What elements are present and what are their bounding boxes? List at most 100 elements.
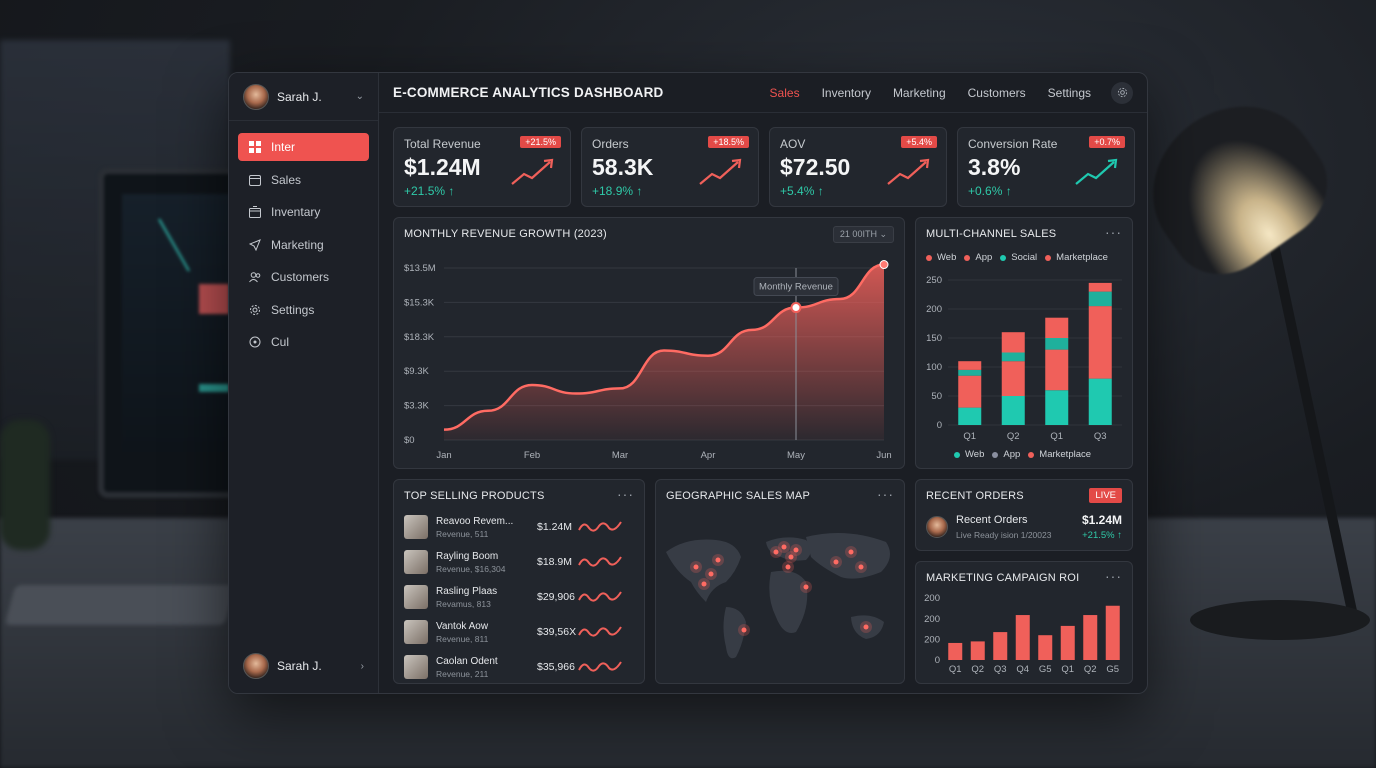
sidebar-item-customers[interactable]: Customers [238,263,369,291]
bar-segment-app [958,361,982,370]
bar-segment-app [1001,332,1025,353]
y-tick-label: $0 [404,435,415,446]
live-badge: LIVE [1089,488,1122,503]
sparkline [578,591,622,602]
bar-segment-marketplace [958,375,982,408]
roi-bar [1083,615,1098,660]
user-menu[interactable]: Sarah J. ⌄ [229,73,378,121]
sidebar-item-label: Inter [271,140,296,154]
dropdown-value: 21 00ITH [839,229,877,239]
tab-bar: Sales Inventory Marketing Customers Sett… [748,81,1133,104]
bar-segment-web [1045,390,1069,425]
product-thumbnail [404,550,428,574]
kpi-card-aov[interactable]: AOV $72.50 +5.4% ↑ +5.4% [769,127,947,207]
sidebar-item-cul[interactable]: Cul [238,328,369,356]
product-value: $35,966 [537,661,575,673]
sidebar-item-label: Sales [271,172,302,187]
bar-segment-web [1088,378,1112,425]
tab-marketing[interactable]: Marketing [892,85,946,100]
kpi-badge: +0.7% [1089,136,1125,148]
bar-segment-social [958,369,982,376]
calendar-icon [248,173,262,187]
product-row[interactable]: Caolan Odent Revenue, 211 $35,966 [404,652,634,682]
bar-segment-marketplace [1001,361,1025,396]
x-tick-label: Jan [436,450,451,461]
product-row[interactable]: Vantok Aow Revenue, 811 $39,56X [404,617,634,647]
roi-bar [1015,615,1030,660]
product-thumbnail [404,620,428,644]
world-map [666,533,890,659]
sales-hotspot [793,547,799,553]
sidebar-item-label: Inventary [271,205,321,219]
roi-bar [948,642,963,660]
sidebar-item-marketing[interactable]: Marketing [238,231,369,259]
chart-legend-bottom: Web App Marketplace [954,449,1091,460]
more-options-icon[interactable]: ··· [877,486,894,502]
kpi-card-conversion-rate[interactable]: Conversion Rate 3.8% +0.6% ↑ +0.7% [957,127,1135,207]
product-row[interactable]: Rayling Boom Revenue, $16,304 $18.9M [404,547,634,577]
kpi-delta: +18.9% ↑ [592,184,643,198]
sidebar-item-sales[interactable]: Sales [238,166,369,194]
product-info: Reavoo Revem... Revenue, 511 [436,516,513,539]
x-tick-label: Q1 [963,431,976,442]
avatar [926,516,948,538]
sidebar-item-inter[interactable]: Inter [238,133,369,161]
tab-inventory[interactable]: Inventory [821,85,871,100]
x-tick-label: Q2 [971,664,984,675]
card-title: GEOGRAPHIC SALES MAP [666,490,810,502]
y-tick-label: $9.3K [404,366,429,377]
more-options-icon[interactable]: ··· [617,486,634,502]
kpi-card-total-revenue[interactable]: Total Revenue $1.24M +21.5% ↑ +21.5% [393,127,571,207]
x-tick-label: Q1 [1061,664,1074,675]
background-lamp-base [1190,600,1370,640]
sales-hotspot [741,627,747,633]
sidebar-item-label: Settings [271,302,315,317]
legend-marketplace: Marketplace [1039,449,1092,460]
sales-hotspot [858,564,864,570]
send-icon [248,238,262,252]
product-thumbnail [404,515,428,539]
product-row[interactable]: Rasling Plaas Revamus, 813 $29,906 [404,582,634,612]
tab-settings[interactable]: Settings [1047,85,1091,100]
order-sub: Live Ready ision 1/20023 [956,530,1052,540]
product-value: $1.24M [537,521,573,533]
more-options-icon[interactable]: ··· [1105,568,1122,584]
x-tick-label: Jun [876,450,891,461]
sidebar-item-inventary[interactable]: Inventary [238,198,369,226]
map-north-america [666,539,741,602]
kpi-value: 58.3K [592,154,654,180]
y-tick-label: 200 [924,635,940,646]
chevron-down-icon: ⌄ [355,91,364,102]
kpi-value: 3.8% [968,154,1021,180]
map-asia [806,533,890,579]
sidebar-item-settings[interactable]: Settings [238,296,369,324]
user-footer[interactable]: Sarah J. › [243,653,364,679]
sales-hotspot [715,557,721,563]
bar-segment-web [958,407,982,425]
settings-gear-button[interactable] [1111,81,1133,104]
product-name: Caolan Odent [436,655,498,667]
roi-bar [1038,635,1053,660]
x-tick-label: Q1 [1050,431,1063,442]
kpi-card-orders[interactable]: Orders 58.3K +18.9% ↑ +18.5% [581,127,759,207]
x-tick-label: May [787,450,805,461]
product-row[interactable]: Reavoo Revem... Revenue, 511 $1.24M [404,512,634,542]
main-content: E-COMMERCE ANALYTICS DASHBOARD Sales Inv… [379,73,1147,693]
tab-sales[interactable]: Sales [769,85,800,100]
tab-customers[interactable]: Customers [967,85,1026,100]
map-card: GEOGRAPHIC SALES MAP ··· [655,479,905,684]
x-tick-label: Q4 [1016,664,1029,675]
avatar [243,653,269,679]
product-name: Reavoo Revem... [436,515,514,527]
kpi-label: Conversion Rate [968,137,1058,151]
user-name: Sarah J. [277,659,322,673]
sales-hotspot [773,549,779,555]
kpi-label: Orders [592,137,629,151]
product-info: Rasling Plaas Revamus, 813 [436,586,497,609]
more-options-icon[interactable]: ··· [1105,224,1122,240]
sales-hotspot [803,584,809,590]
box-icon [248,205,262,219]
period-dropdown[interactable]: 21 00ITH ⌄ [832,226,894,243]
background-lamp-head [1122,74,1348,296]
sparkline [578,556,622,567]
